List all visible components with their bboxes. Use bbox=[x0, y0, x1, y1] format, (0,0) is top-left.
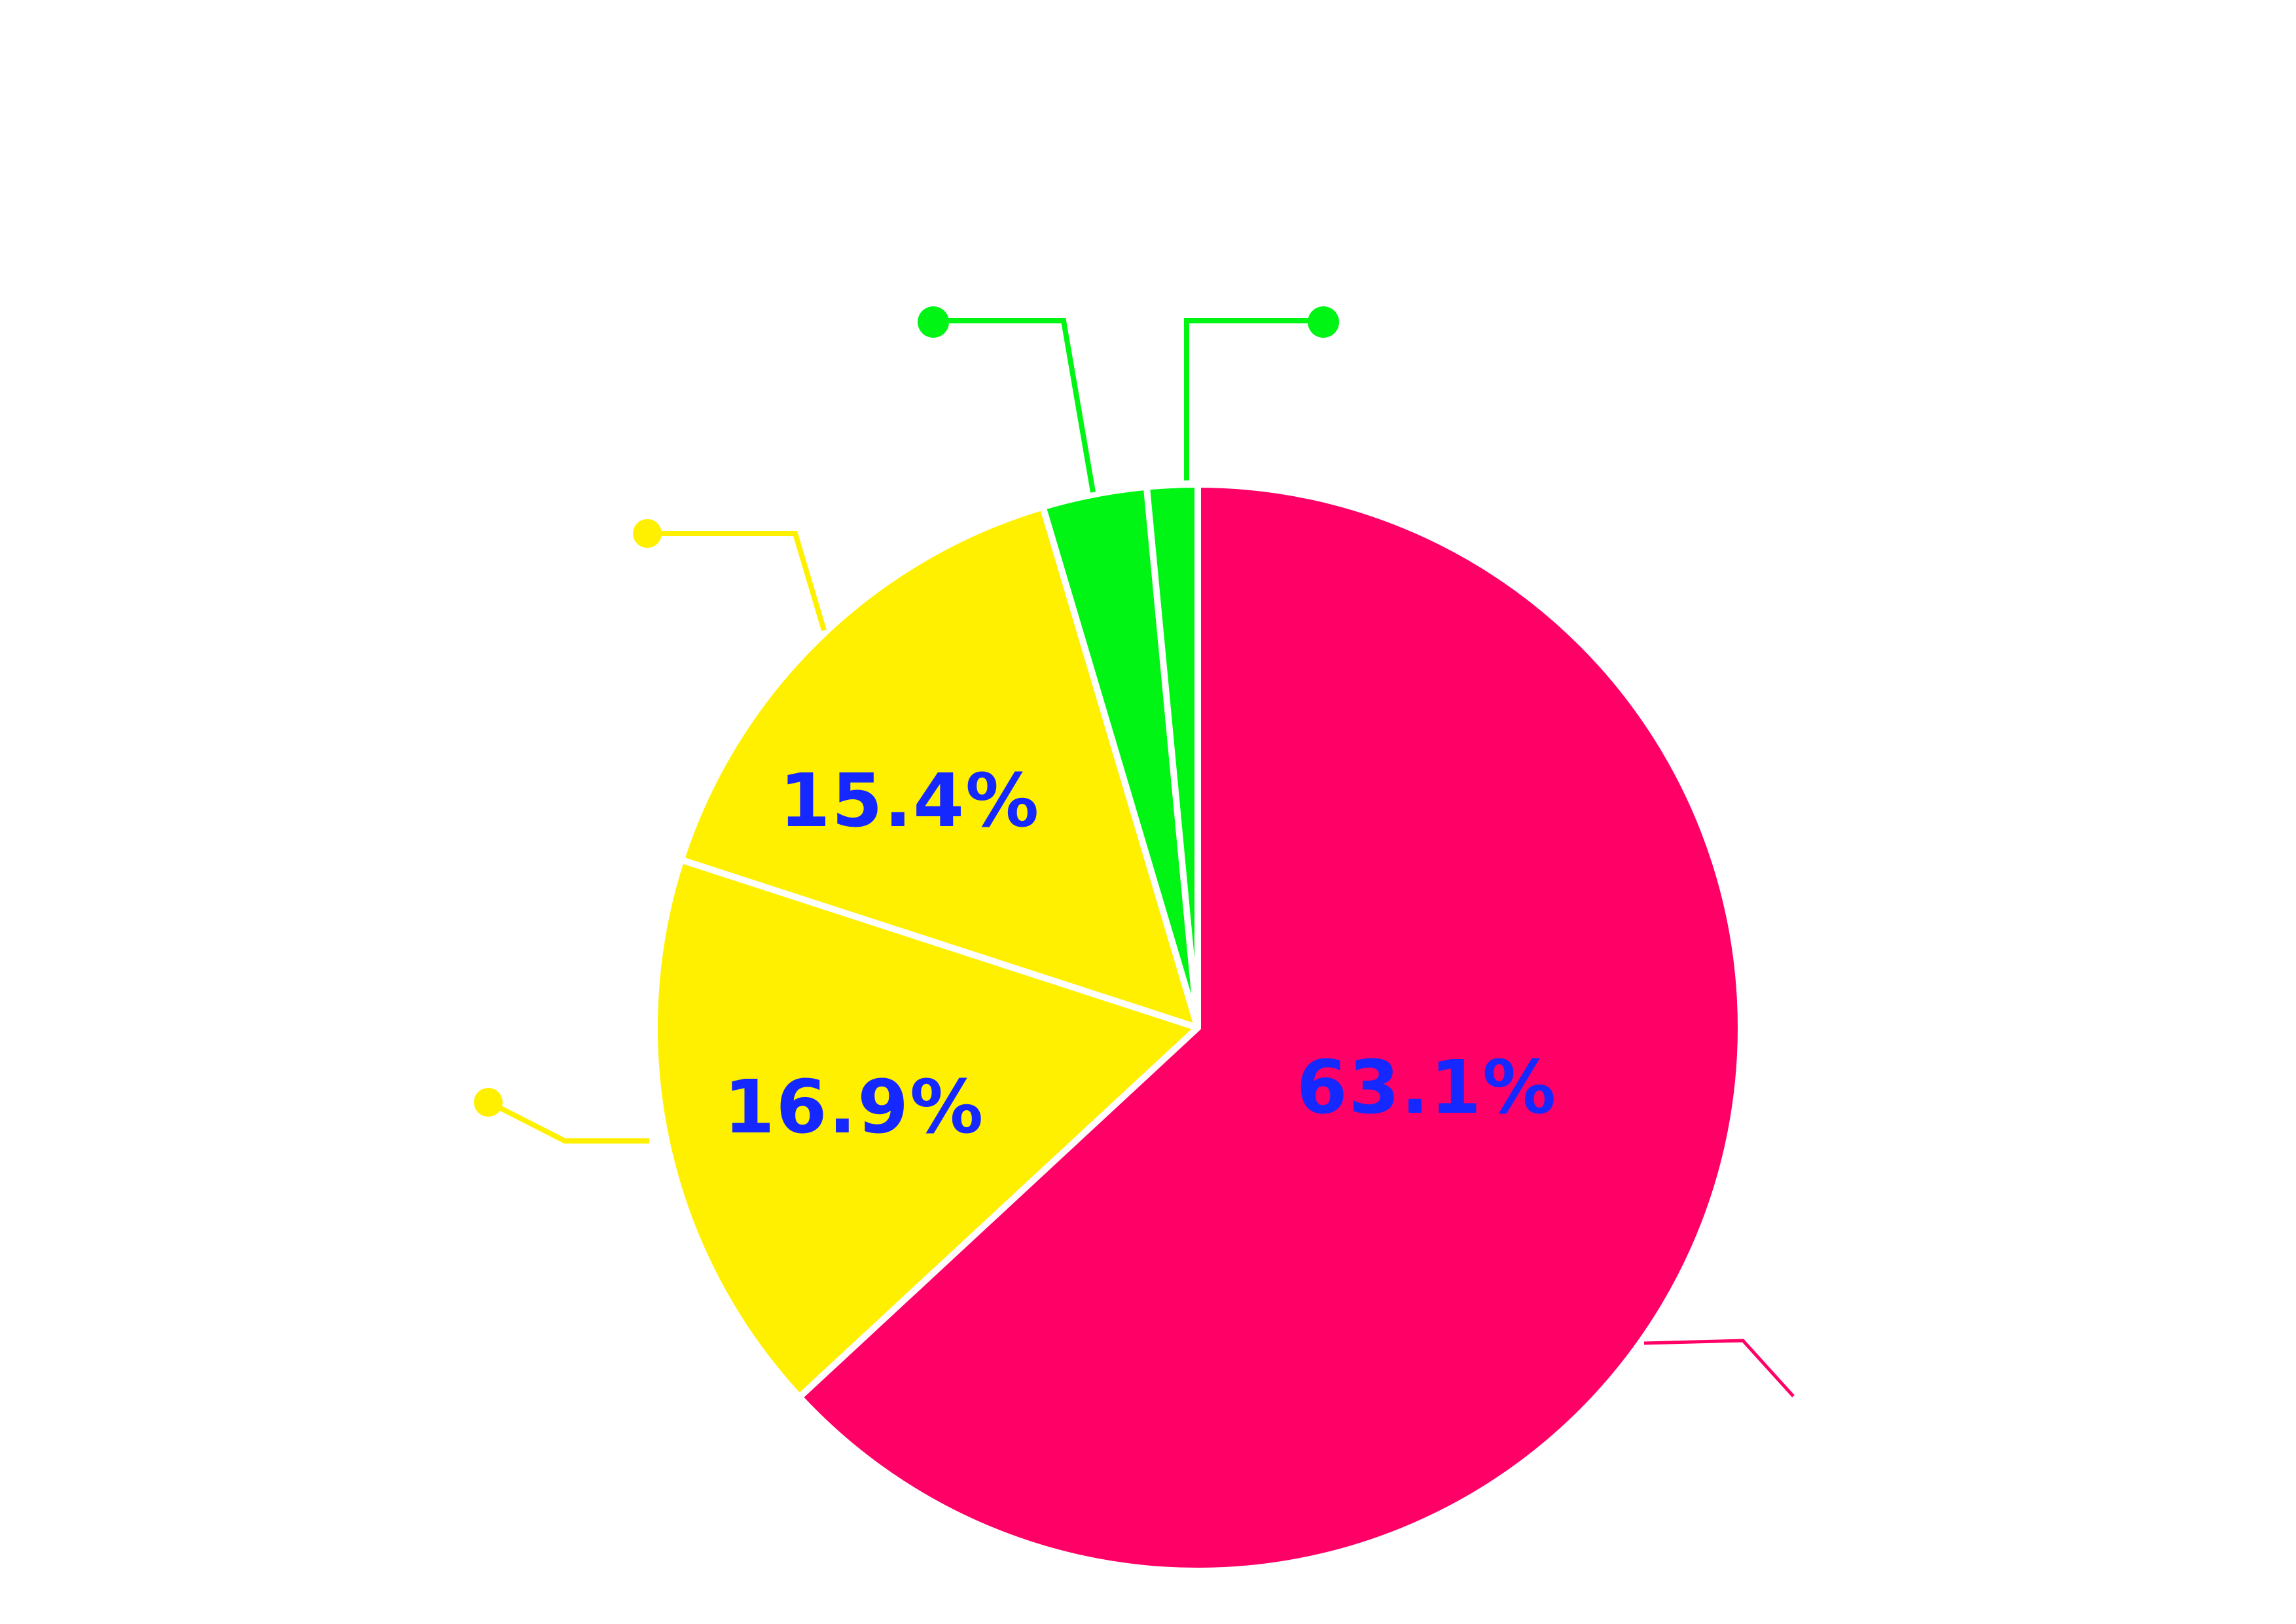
leader-line-slice-3 bbox=[651, 531, 827, 632]
leader-dot-slice-3 bbox=[633, 519, 662, 548]
pie-slice-5 bbox=[1143, 481, 1201, 1031]
slice-label-2: 16.9% bbox=[724, 1065, 985, 1150]
pie-slices bbox=[651, 481, 1744, 1574]
leader-dot-slice-5 bbox=[1308, 306, 1339, 338]
leader-line-slice-5 bbox=[1184, 318, 1319, 480]
leader-line-slice-1 bbox=[1643, 1339, 1795, 1398]
slice-labels: 63.1% 16.9% 15.4% bbox=[724, 759, 1558, 1150]
pie-slice-1 bbox=[796, 481, 1744, 1574]
slice-label-1: 63.1% bbox=[1297, 1045, 1558, 1130]
leader-line-slice-4 bbox=[937, 318, 1096, 493]
leader-line-slice-2 bbox=[493, 1102, 649, 1144]
slice-label-3: 15.4% bbox=[780, 759, 1041, 844]
leader-dot-slice-4 bbox=[918, 306, 949, 338]
leader-dot-slice-2 bbox=[474, 1088, 503, 1117]
pie-slice-2 bbox=[651, 856, 1201, 1401]
pie-slice-3 bbox=[677, 503, 1201, 1031]
leader-lines bbox=[474, 306, 1795, 1398]
